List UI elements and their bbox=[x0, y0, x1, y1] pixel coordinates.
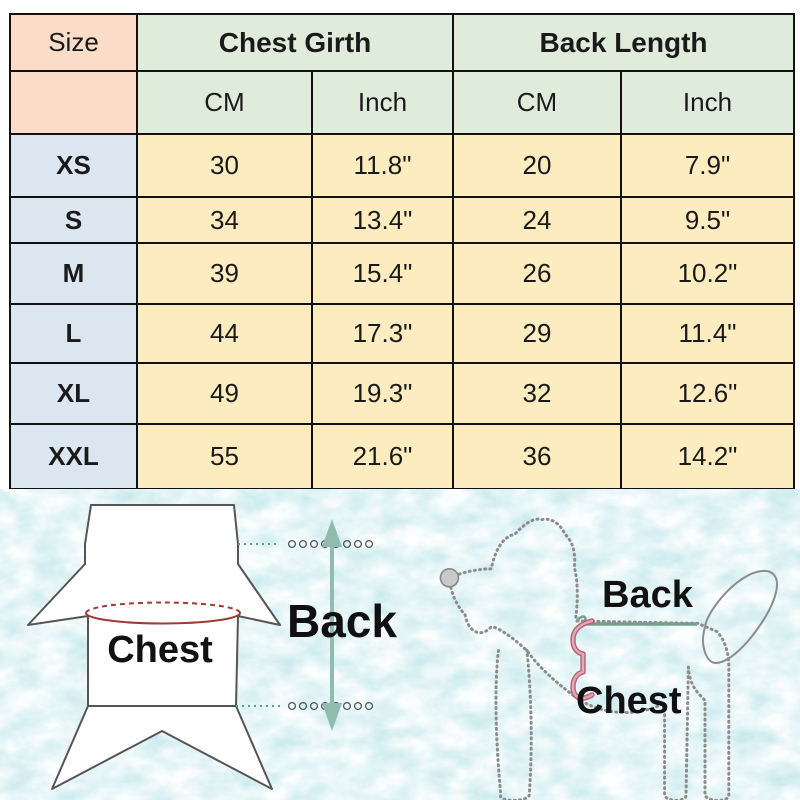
svg-text:Back: Back bbox=[287, 595, 397, 647]
svg-text:Chest: Chest bbox=[107, 629, 213, 671]
svg-text:Back: Back bbox=[602, 574, 694, 616]
svg-text:Chest: Chest bbox=[576, 680, 682, 722]
